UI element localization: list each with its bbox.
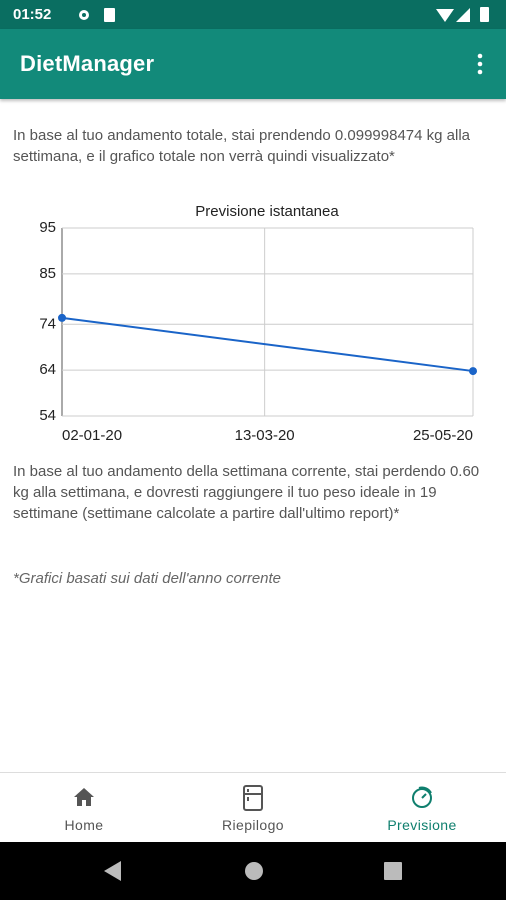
x-tick-label: 25-05-20 (413, 427, 473, 444)
nav-label: Previsione (387, 817, 457, 833)
x-tick-label: 02-01-20 (62, 427, 122, 444)
point (58, 313, 66, 322)
home-icon (74, 788, 94, 806)
nav-summary[interactable]: Riepilogo (169, 773, 337, 843)
nav-home[interactable]: Home (0, 773, 168, 843)
y-tick-label: 85 (39, 265, 56, 282)
y-tick-label: 54 (39, 407, 56, 424)
app-bar: DietManager (0, 29, 506, 99)
system-buttons (104, 861, 402, 881)
bottom-nav: Home Riepilogo Previsione (0, 772, 506, 843)
y-tick-label: 95 (39, 219, 56, 236)
summary-icon (243, 785, 263, 811)
line (61, 316, 474, 373)
chart-title: Previsione istantanea (195, 203, 339, 220)
weekly-trend-text: In base al tuo andamento della settimana… (13, 463, 480, 522)
total-trend-text: In base al tuo andamento totale, stai pr… (13, 127, 471, 165)
system-nav (0, 842, 506, 900)
x-tick-label: 13-03-20 (235, 427, 295, 444)
footnote: *Grafici basati sui dati dell'anno corre… (13, 570, 282, 587)
nav-label: Riepilogo (222, 817, 284, 833)
chart: Previsione istantanea 54 64 74 85 95 02-01-20… (39, 203, 477, 444)
point (469, 367, 477, 376)
overflow-menu[interactable] (475, 52, 485, 76)
status-icons (79, 7, 489, 22)
status-time: 01:52 (13, 6, 52, 23)
y-tick-label: 64 (39, 361, 56, 378)
nav-label: Home (64, 817, 104, 833)
forecast-icon (412, 786, 432, 808)
status-bar: 01:52 (0, 0, 506, 29)
nav-forecast[interactable]: Previsione (338, 773, 506, 843)
app-title: DietManager (20, 51, 155, 76)
y-tick-label: 74 (39, 315, 56, 332)
